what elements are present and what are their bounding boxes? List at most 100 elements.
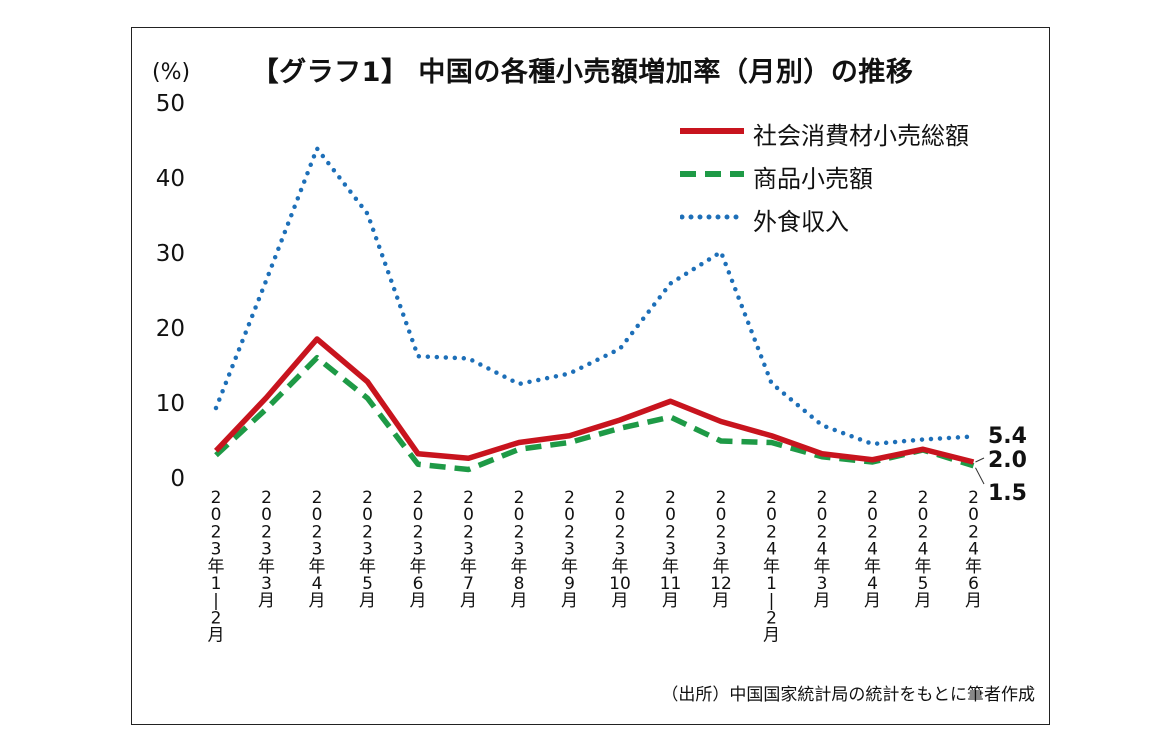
- x-tick-char: 0: [211, 505, 222, 525]
- x-tick-char: |: [769, 591, 775, 611]
- x-tick-char: 10: [609, 574, 631, 594]
- x-tick-char: 月: [713, 591, 730, 611]
- x-tick-char: 7: [463, 574, 474, 594]
- x-tick-char: 月: [662, 591, 679, 611]
- x-tick-char: 4: [918, 540, 929, 560]
- x-tick-char: 2: [665, 522, 676, 542]
- x-tick-char: 2: [514, 488, 525, 508]
- source-note: （出所）中国国家統計局の統計をもとに筆者作成: [661, 685, 1035, 705]
- x-tick-char: 3: [615, 540, 626, 560]
- x-tick-char: 年: [763, 557, 780, 577]
- x-tick-char: 2: [867, 488, 878, 508]
- series-line-1: [214, 355, 975, 473]
- chart-title: 【グラフ1】 中国の各種小売額増加率（月別）の推移: [251, 57, 914, 88]
- x-tick-char: 年: [460, 557, 477, 577]
- x-tick-char: 4: [312, 574, 323, 594]
- x-tick-char: 2: [716, 488, 727, 508]
- x-tick-char: 2: [211, 488, 222, 508]
- y-tick-label: 50: [156, 91, 185, 117]
- x-tick-char: 年: [713, 557, 730, 577]
- y-tick-label: 0: [170, 466, 185, 492]
- x-tick-char: 年: [965, 557, 982, 577]
- x-tick-char: 2: [514, 522, 525, 542]
- x-tick-char: 4: [968, 540, 979, 560]
- x-tick-char: 年: [915, 557, 932, 577]
- x-tick-char: 月: [410, 591, 427, 611]
- x-tick-char: 2: [413, 488, 424, 508]
- x-tick-char: 0: [716, 505, 727, 525]
- x-tick-char: 年: [814, 557, 831, 577]
- x-tick-char: 0: [362, 505, 373, 525]
- x-tick-char: 月: [208, 626, 225, 646]
- end-label-leader: [975, 457, 985, 463]
- x-tick-char: 0: [413, 505, 424, 525]
- x-tick-char: 1: [766, 574, 777, 594]
- x-tick-char: 2: [817, 522, 828, 542]
- x-tick-char: 月: [460, 591, 477, 611]
- x-tick-char: 0: [665, 505, 676, 525]
- x-tick-char: 0: [766, 505, 777, 525]
- x-tick-char: 月: [258, 591, 275, 611]
- x-tick-char: 0: [261, 505, 272, 525]
- x-tick-char: 3: [716, 540, 727, 560]
- end-value-label: 5.4: [988, 424, 1027, 449]
- x-tick-char: 2: [766, 608, 777, 628]
- x-tick-char: 2: [312, 522, 323, 542]
- x-tick-char: 年: [208, 557, 225, 577]
- x-tick-char: 年: [511, 557, 528, 577]
- x-tick-char: 0: [968, 505, 979, 525]
- x-tick-char: 1: [211, 574, 222, 594]
- x-tick-char: 年: [662, 557, 679, 577]
- x-tick-char: 2: [261, 522, 272, 542]
- x-tick-char: 月: [814, 591, 831, 611]
- x-tick-char: 2: [918, 488, 929, 508]
- x-tick-char: 月: [612, 591, 629, 611]
- x-tick-char: 6: [413, 574, 424, 594]
- x-tick-char: 3: [463, 540, 474, 560]
- x-tick-char: 3: [564, 540, 575, 560]
- x-tick-char: 2: [564, 488, 575, 508]
- x-tick-char: 2: [312, 488, 323, 508]
- end-value-label: 2.0: [988, 448, 1027, 473]
- x-tick-char: 4: [867, 574, 878, 594]
- x-tick-char: 6: [968, 574, 979, 594]
- x-tick-char: 年: [258, 557, 275, 577]
- label-layer: 5.42.0 1.5: [975, 424, 1027, 506]
- x-tick-char: 2: [463, 488, 474, 508]
- x-tick-char: 0: [312, 505, 323, 525]
- series-line-0: [214, 336, 975, 465]
- x-tick-char: 年: [359, 557, 376, 577]
- x-tick-char: 0: [867, 505, 878, 525]
- x-tick-char: 年: [410, 557, 427, 577]
- x-tick-char: |: [213, 591, 219, 611]
- x-tick-char: 2: [716, 522, 727, 542]
- x-tick-char: 2: [362, 522, 373, 542]
- x-tick-char: 2: [463, 522, 474, 542]
- x-tick-char: 4: [817, 540, 828, 560]
- x-tick-char: 3: [261, 540, 272, 560]
- y-axis-unit: (%): [152, 60, 191, 85]
- series-layer: [213, 146, 976, 473]
- x-tick-char: 5: [362, 574, 373, 594]
- x-tick-char: 2: [211, 608, 222, 628]
- x-tick-char: 年: [612, 557, 629, 577]
- x-tick-char: 11: [660, 574, 682, 594]
- x-tick-char: 2: [362, 488, 373, 508]
- x-tick-char: 9: [564, 574, 575, 594]
- x-tick-char: 3: [413, 540, 424, 560]
- x-tick-char: 年: [309, 557, 326, 577]
- x-tick-char: 0: [463, 505, 474, 525]
- x-tick-char: 2: [817, 488, 828, 508]
- x-tick-char: 3: [817, 574, 828, 594]
